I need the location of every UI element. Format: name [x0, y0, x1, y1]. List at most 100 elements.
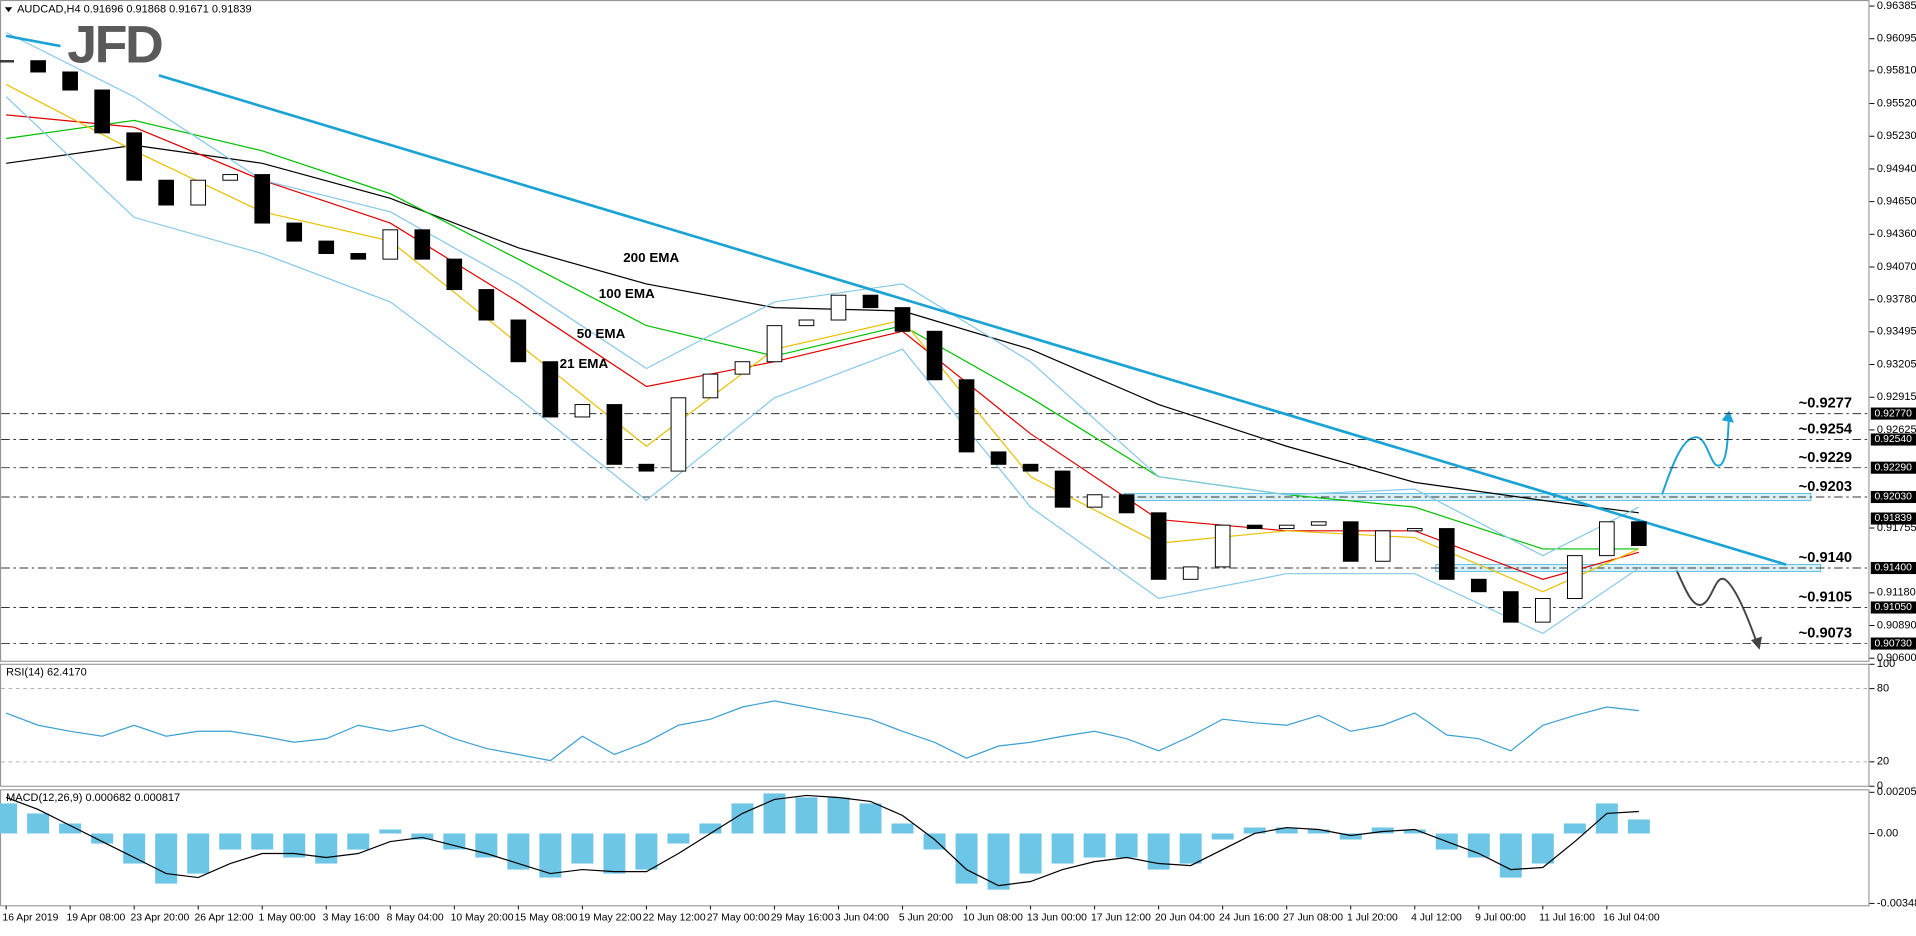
macd-bar — [1147, 833, 1170, 870]
candle — [350, 253, 367, 260]
ema-label: 200 EMA — [623, 250, 679, 265]
x-tick-label: 27 May 00:00 — [707, 913, 770, 924]
macd-label: MACD(12,26,9) 0.000682 0.000817 — [6, 792, 180, 804]
ema-label: 100 EMA — [599, 286, 655, 301]
candle — [1631, 521, 1647, 546]
axis-price-box — [1870, 407, 1916, 420]
level-label: ~0.9105 — [1799, 590, 1852, 606]
x-tick-label: 13 Jun 00:00 — [1027, 913, 1087, 924]
candle — [1374, 530, 1391, 562]
indicator-line — [5, 31, 1640, 557]
candle — [766, 325, 783, 363]
candle — [1502, 591, 1519, 623]
macd-bar — [187, 833, 210, 874]
candle — [798, 319, 815, 327]
rsi-label: RSI(14) 62.4170 — [6, 667, 87, 679]
macd-bar — [635, 833, 658, 870]
x-tick-label: 22 May 12:00 — [643, 913, 706, 924]
y-tick-label: 0.95230 — [1877, 130, 1916, 142]
y-tick-label: 0.93495 — [1877, 326, 1916, 338]
macd-bar — [1563, 823, 1586, 834]
macd-bar — [379, 829, 402, 834]
axis-price-label: 0.92540 — [1874, 434, 1912, 445]
macd-panel — [0, 789, 1870, 907]
indicator-line — [6, 119, 1639, 550]
candle — [446, 258, 463, 291]
macd-bar — [411, 833, 434, 840]
candle — [318, 240, 335, 254]
trendline — [158, 74, 1787, 566]
macd-bar — [539, 833, 562, 878]
rsi-line — [5, 700, 1639, 762]
candle — [1182, 566, 1199, 580]
y-tick-label: 0.00 — [1877, 827, 1898, 839]
projection-up — [1660, 415, 1731, 496]
candle — [926, 330, 943, 381]
x-tick-label: 4 Jul 12:00 — [1411, 913, 1462, 924]
x-tick-label: 15 May 08:00 — [515, 913, 578, 924]
x-tick-label: 10 Jun 08:00 — [963, 913, 1023, 924]
level-label: ~0.9229 — [1799, 450, 1852, 466]
axis-price-label: 0.91050 — [1874, 602, 1912, 613]
chart-title: AUDCAD,H4 0.91696 0.91868 0.91671 0.9183… — [17, 4, 252, 16]
y-tick-label: 0.94070 — [1877, 261, 1916, 273]
axis-price-label: 0.92770 — [1874, 408, 1912, 419]
macd-bar — [123, 833, 146, 864]
candle — [222, 174, 239, 181]
y-tick-label: 0.94360 — [1877, 228, 1916, 240]
x-tick-label: 23 Apr 20:00 — [131, 913, 190, 924]
y-tick-label: 0.95520 — [1877, 97, 1916, 109]
ema-label: 21 EMA — [560, 356, 609, 371]
projection-down — [1675, 569, 1759, 645]
axis-price-box — [1870, 490, 1916, 504]
macd-bar — [1307, 829, 1330, 834]
candle — [30, 60, 46, 73]
x-tick-label: 16 Jul 04:00 — [1603, 913, 1660, 924]
candle — [542, 361, 559, 418]
x-tick-label: 20 Jun 04:00 — [1155, 913, 1215, 924]
macd-bar — [347, 833, 370, 850]
macd-bar — [1083, 833, 1106, 858]
axis-price-label: 0.91400 — [1874, 563, 1912, 574]
candle — [1214, 524, 1231, 568]
macd-bar — [1403, 829, 1426, 834]
macd-bar — [1531, 833, 1554, 864]
macd-bar — [1211, 833, 1234, 840]
candle — [126, 132, 142, 181]
x-tick-label: 3 May 16:00 — [323, 913, 380, 924]
macd-bar — [603, 833, 626, 874]
macd-bar — [91, 833, 114, 844]
y-tick-label: 0.94650 — [1877, 196, 1916, 208]
macd-bar — [507, 833, 530, 870]
price-panel — [0, 0, 1870, 662]
candle — [1022, 463, 1039, 472]
last-price-box — [1870, 512, 1916, 525]
y-tick-label: -0.003488 — [1877, 897, 1916, 909]
candle — [1246, 524, 1263, 530]
candle — [734, 361, 751, 375]
y-tick-label: 20 — [1877, 756, 1889, 768]
x-tick-label: 9 Jul 00:00 — [1475, 913, 1526, 924]
x-tick-label: 10 May 20:00 — [451, 913, 514, 924]
y-tick-label: 0.92915 — [1877, 391, 1916, 403]
macd-bar — [827, 797, 850, 834]
axis-price-box — [1870, 601, 1916, 614]
x-tick-label: 19 Apr 08:00 — [66, 913, 125, 924]
candle — [414, 229, 431, 260]
macd-bar — [27, 813, 50, 834]
candle — [286, 222, 303, 242]
candle — [1438, 528, 1455, 580]
x-tick-label: 8 May 04:00 — [387, 913, 444, 924]
candle — [0, 60, 14, 63]
macd-bar — [667, 833, 690, 844]
level-label: ~0.9277 — [1799, 396, 1852, 412]
x-tick-label: 3 Jun 04:00 — [835, 913, 889, 924]
candle — [254, 174, 271, 224]
candle — [606, 404, 623, 465]
y-tick-label: 0.91755 — [1877, 522, 1916, 534]
macd-bar — [891, 823, 914, 834]
x-tick-label: 27 Jun 08:00 — [1283, 913, 1343, 924]
y-tick-label: 0.95810 — [1877, 65, 1916, 77]
indicator-line — [6, 114, 1640, 580]
level-label: ~0.9203 — [1799, 479, 1852, 495]
